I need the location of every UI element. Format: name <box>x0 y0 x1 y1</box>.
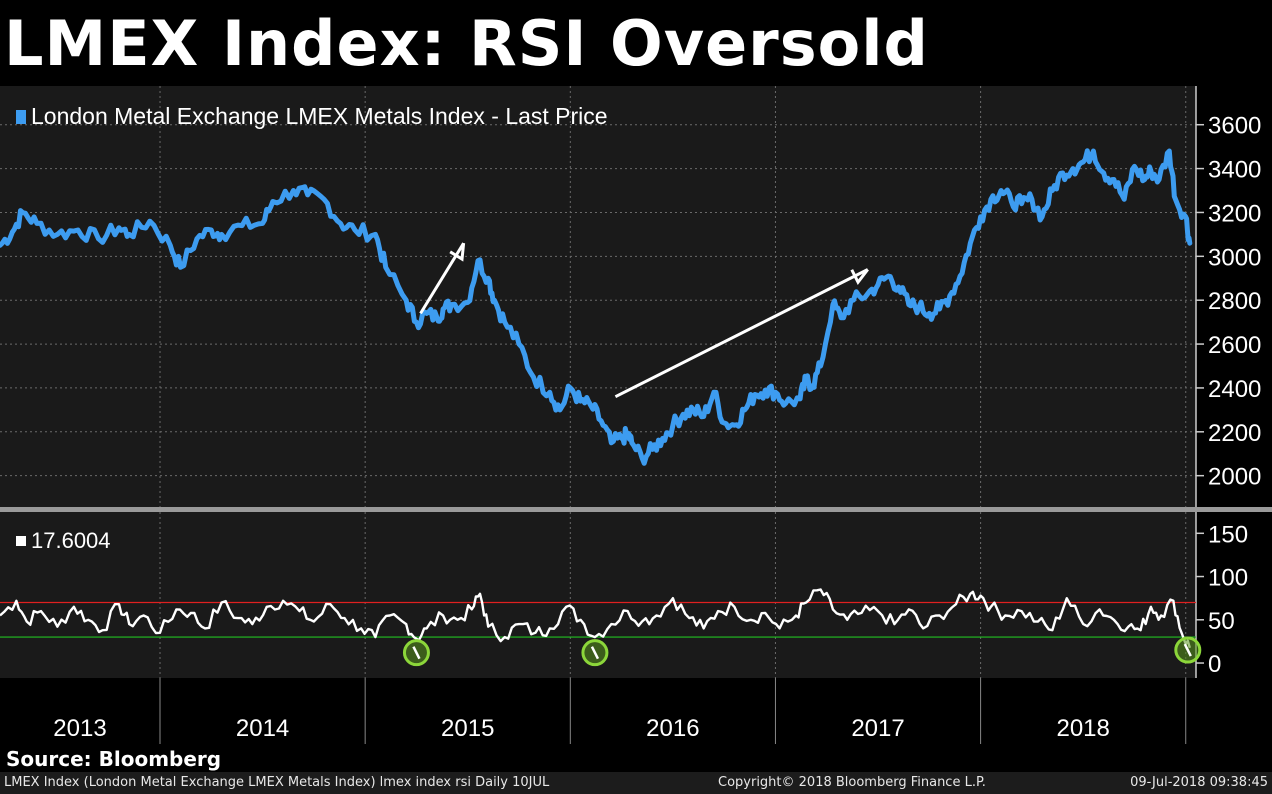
price-tick-label: 3000 <box>1208 244 1261 271</box>
oversold-marker-tick-3 <box>1183 643 1192 657</box>
oversold-markers <box>402 636 1202 667</box>
rsi-legend-swatch <box>16 536 26 546</box>
chart-area: 2000 2200 2400 2600 2800 3000 3200 3400 3600 0 50… <box>0 86 1272 744</box>
price-gridlines <box>0 86 1196 507</box>
rsi-tick-label: 100 <box>1208 565 1248 592</box>
trend-arrows <box>419 242 869 399</box>
trend-arrow-head-1 <box>449 243 466 262</box>
price-tick-label: 2600 <box>1208 332 1261 359</box>
price-tick-label: 3200 <box>1208 200 1261 227</box>
x-tick-label-2018: 2018 <box>1056 715 1109 742</box>
x-tick-label-2014: 2014 <box>236 715 289 742</box>
rsi-legend-value: 17.6004 <box>31 528 111 553</box>
x-tick-label-2016: 2016 <box>646 715 699 742</box>
footer-ticker-description: LMEX Index (London Metal Exchange LMEX M… <box>4 775 550 790</box>
rsi-series-line <box>0 588 1191 649</box>
price-plot-background <box>0 86 1196 507</box>
rsi-tick-label: 50 <box>1208 608 1235 635</box>
price-tick-label: 2200 <box>1208 420 1261 447</box>
price-series-line <box>0 148 1193 466</box>
trend-arrow-2 <box>614 268 869 399</box>
x-tick-label-2015: 2015 <box>441 715 494 742</box>
footer-copyright: Copyright© 2018 Bloomberg Finance L.P. <box>718 775 986 790</box>
source-label: Source: Bloomberg <box>6 747 222 771</box>
chart-title: LMEX Index: RSI Oversold <box>4 7 929 80</box>
price-tick-label: 2000 <box>1208 464 1261 491</box>
trend-arrow-head-2 <box>850 268 869 285</box>
panel-separator <box>0 507 1272 512</box>
x-tick-label-2013: 2013 <box>53 715 106 742</box>
x-axis: 2013 2014 2015 2016 2017 2018 <box>53 678 1187 744</box>
price-y-axis: 2000 2200 2400 2600 2800 3000 3200 3400 3600 <box>1195 86 1261 507</box>
rsi-tick-label: 150 <box>1208 521 1248 548</box>
footer-timestamp: 09-Jul-2018 09:38:45 <box>1130 775 1268 790</box>
rsi-y-axis: 0 50 100 150 <box>1195 512 1248 678</box>
x-axis-band <box>0 678 1196 744</box>
price-legend-label: London Metal Exchange LMEX Metals Index … <box>31 103 608 129</box>
x-tick-label-2017: 2017 <box>851 715 904 742</box>
price-tick-label: 2800 <box>1208 288 1261 315</box>
footer-bar <box>0 772 1272 794</box>
price-legend-swatch <box>16 110 26 124</box>
price-tick-label: 2400 <box>1208 376 1261 403</box>
price-tick-label: 3600 <box>1208 113 1261 140</box>
oversold-marker-tick-2 <box>590 646 600 660</box>
oversold-marker-tick-1 <box>412 646 421 660</box>
rsi-tick-label: 0 <box>1208 651 1221 678</box>
price-tick-label: 3400 <box>1208 157 1261 184</box>
